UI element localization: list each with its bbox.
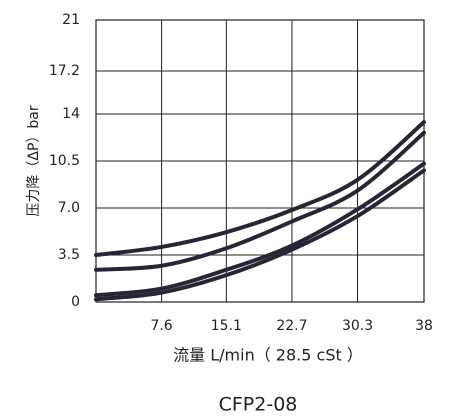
x-tick-label: 15.1: [211, 318, 242, 334]
y-tick-label: 0: [71, 294, 80, 310]
y-tick-label: 10.5: [49, 153, 80, 169]
x-tick-label: 30.3: [342, 318, 373, 334]
y-tick-label: 7.0: [58, 200, 80, 216]
y-tick-label: 17.2: [49, 63, 80, 79]
x-tick-label: 22.7: [276, 318, 307, 334]
chart-title: CFP2-08: [219, 394, 298, 416]
line-series: [94, 130, 426, 272]
x-axis-label: 流量 L/min（ 28.5 cSt ）: [173, 346, 363, 365]
x-tick-label: 7.6: [150, 318, 172, 334]
y-tick-label: 3.5: [58, 247, 80, 263]
x-tick-label: 38: [415, 318, 433, 334]
line-series: [94, 120, 426, 257]
y-tick-label: 14: [62, 106, 80, 122]
y-axis-label: 压力降（ΔP）bar: [26, 105, 42, 216]
line-series: [94, 168, 426, 302]
line-series: [94, 161, 426, 298]
y-tick-label: 21: [62, 12, 80, 28]
